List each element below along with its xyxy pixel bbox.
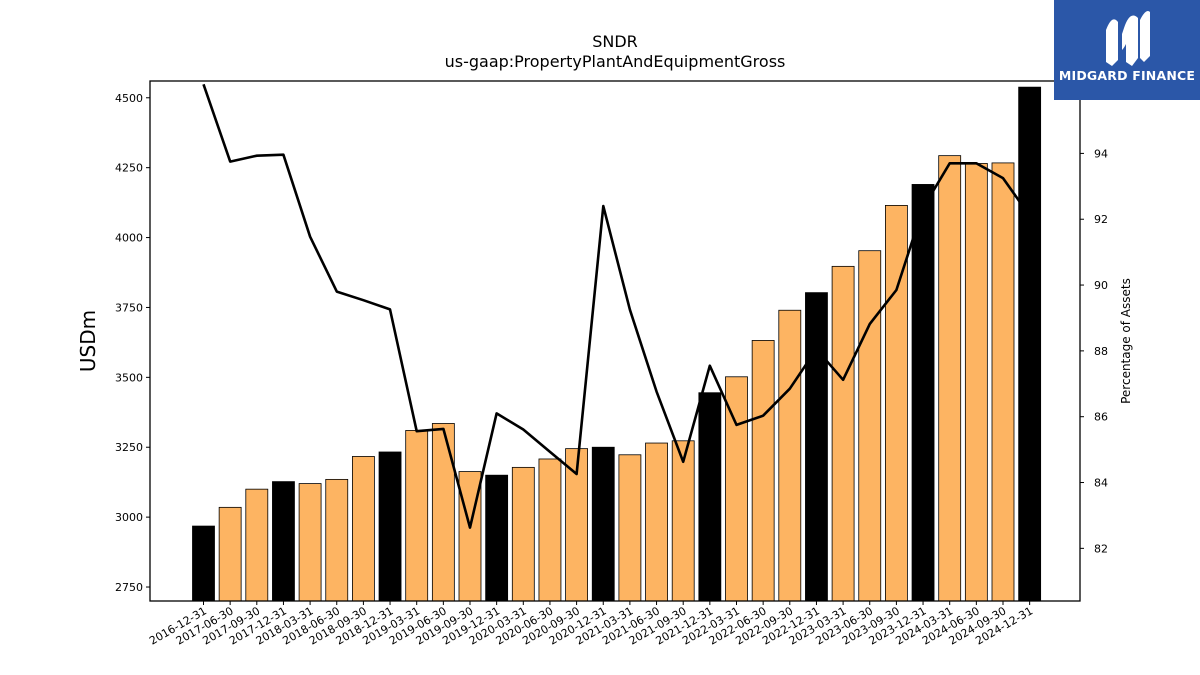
bar-2017-06-30 [218,506,242,602]
logo-mark-icon [1106,11,1150,67]
y-axis-label: USDm [76,310,100,372]
percentage-line [202,83,1031,529]
bar-2023-03-31 [831,265,855,602]
y2-tick-label: 94 [1094,147,1108,160]
bar-2019-03-31 [405,430,429,602]
chart-title: SNDR [592,32,638,51]
bar-2020-12-31 [591,446,615,602]
y-tick-label: 4250 [115,162,143,175]
bar-2018-12-31 [378,451,402,602]
bar-2020-06-30 [538,458,562,602]
bar-2022-12-31 [805,292,828,602]
y2-tick-label: 84 [1094,477,1108,490]
y-tick-label: 4500 [115,92,143,105]
y-tick-label: 3250 [115,441,143,454]
y2-tick-label: 86 [1094,411,1108,424]
bar-2019-06-30 [431,423,455,602]
bar-2019-12-31 [485,474,509,602]
bar-2018-09-30 [351,456,375,602]
y2-axis-label: Percentage of Assets [1119,278,1133,404]
bar-2024-03-31 [938,155,962,602]
y-tick-label: 4000 [115,232,143,245]
y-tick-label: 3500 [115,371,143,384]
y-tick-label: 2750 [115,581,143,594]
bar-2017-09-30 [245,488,269,602]
bar-2023-06-30 [858,250,882,602]
y2-tick-label: 88 [1094,345,1108,358]
y2-tick-label: 82 [1094,542,1108,555]
bar-2020-03-31 [511,466,535,602]
bar-2018-06-30 [325,478,349,602]
bar-2021-09-30 [671,440,695,602]
bar-2024-12-31 [1018,86,1042,602]
bar-2023-12-31 [911,184,935,602]
bar-2018-03-31 [298,483,322,602]
y2-tick-label: 90 [1094,279,1108,292]
bar-2021-03-31 [618,454,642,602]
bar-2024-06-30 [964,163,988,602]
bar-2022-06-30 [751,340,775,602]
bar-2016-12-31 [192,525,215,602]
bar-2022-09-30 [778,309,802,602]
y-tick-label: 3000 [115,511,143,524]
bar-2024-09-30 [991,162,1015,602]
bar-2021-12-31 [698,392,722,602]
y2-tick-label: 92 [1094,213,1108,226]
midgard-finance-logo: MIDGARD FINANCE [1054,0,1200,100]
bar-2017-12-31 [272,481,295,602]
y-tick-label: 3750 [115,301,143,314]
plot-frame [149,80,1081,602]
logo-text: MIDGARD FINANCE [1058,68,1196,83]
bar-2021-06-30 [645,442,668,602]
chart-subtitle: us-gaap:PropertyPlantAndEquipmentGross [444,52,786,71]
